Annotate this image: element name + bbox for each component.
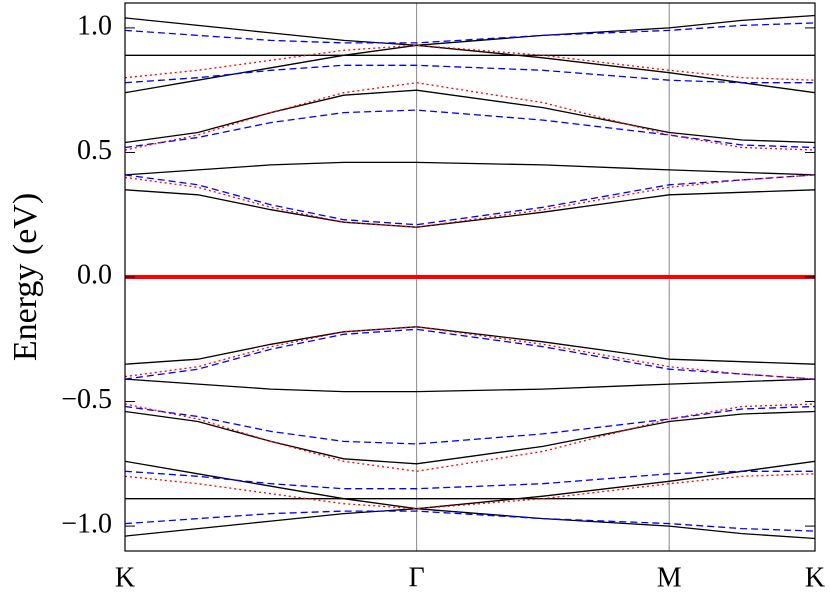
- x-tick-label: K: [805, 562, 825, 593]
- band-line: [125, 510, 815, 532]
- y-axis-label: Energy (eV): [7, 193, 44, 361]
- band-line: [125, 326, 815, 380]
- band-line: [125, 14, 815, 46]
- band-line: [125, 161, 815, 176]
- band-line: [125, 44, 815, 81]
- band-line: [125, 410, 815, 465]
- band-line: [125, 109, 815, 149]
- band-line: [125, 508, 815, 540]
- y-tick-label: −1.0: [61, 509, 112, 540]
- band-line: [125, 174, 815, 228]
- band-line: [125, 82, 815, 151]
- y-tick-label: 1.0: [77, 10, 112, 41]
- band-line: [125, 460, 815, 510]
- y-tick-label: 0.5: [77, 135, 112, 166]
- band-line: [125, 378, 815, 393]
- x-tick-label: M: [657, 562, 682, 593]
- y-tick-label: 0.0: [77, 259, 112, 290]
- band-line: [125, 403, 815, 472]
- plot-area: [125, 3, 815, 551]
- band-line: [125, 470, 815, 490]
- y-tick-label: −0.5: [61, 384, 112, 415]
- x-tick-label: Γ: [409, 562, 425, 593]
- band-line: [125, 22, 815, 44]
- x-tick-label: K: [115, 562, 135, 593]
- band-line: [125, 405, 815, 445]
- band-line: [125, 64, 815, 84]
- band-line: [125, 89, 815, 144]
- band-line: [125, 473, 815, 510]
- band-line: [125, 44, 815, 94]
